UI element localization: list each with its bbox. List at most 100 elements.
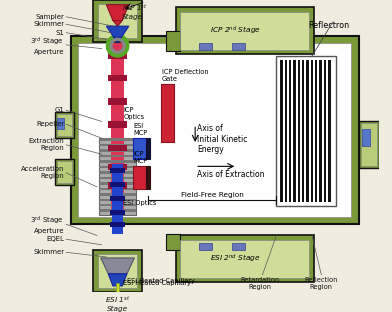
Bar (199, 243, 212, 251)
Bar (108, 121, 127, 128)
Bar (99, 144, 136, 146)
Text: ESI 2$^{nd}$ Stage: ESI 2$^{nd}$ Stage (210, 253, 261, 265)
Polygon shape (113, 21, 122, 26)
Bar (111, 43, 124, 213)
Text: Acceleration
Region: Acceleration Region (21, 166, 64, 179)
Bar (99, 193, 136, 196)
Bar (55, 112, 74, 138)
Bar (99, 209, 136, 212)
Bar (99, 160, 136, 163)
Text: S1: S1 (55, 30, 64, 36)
Polygon shape (101, 258, 134, 274)
Bar (57, 118, 64, 129)
Bar (110, 222, 125, 227)
Text: ESI 1$^{st}$
Stage: ESI 1$^{st}$ Stage (105, 294, 130, 312)
Bar (166, 234, 180, 251)
Bar (180, 12, 309, 50)
Text: Extraction
Region: Extraction Region (29, 138, 64, 151)
Text: Reflection
Region: Reflection Region (305, 277, 338, 290)
Polygon shape (106, 26, 129, 37)
Bar (328, 60, 330, 202)
Bar (99, 149, 136, 152)
Bar (57, 161, 72, 183)
Text: 3$^{rd}$ Stage
Aperture: 3$^{rd}$ Stage Aperture (31, 35, 64, 55)
Bar (110, 210, 125, 215)
Bar (145, 166, 150, 189)
Bar (99, 204, 136, 207)
Bar (176, 236, 314, 282)
Bar (110, 182, 125, 187)
Bar (110, 168, 125, 173)
Text: Reflectron: Reflectron (308, 21, 349, 30)
Text: Axis of Extraction: Axis of Extraction (197, 170, 265, 179)
Text: ESI Heated Capillary: ESI Heated Capillary (123, 280, 191, 286)
Bar (319, 60, 322, 202)
Bar (298, 60, 300, 202)
Text: G1: G1 (54, 107, 64, 113)
Text: Skimmer: Skimmer (33, 21, 64, 27)
Text: ICP 1$^{st}$
Stage: ICP 1$^{st}$ Stage (122, 2, 148, 20)
Text: 3$^{rd}$ Stage
Aperture: 3$^{rd}$ Stage Aperture (31, 215, 64, 234)
Bar (99, 171, 136, 173)
Bar (324, 60, 326, 202)
Bar (363, 129, 370, 146)
Bar (112, 163, 123, 234)
Bar (232, 243, 245, 251)
Bar (361, 123, 377, 166)
Bar (108, 182, 127, 189)
Bar (71, 36, 359, 224)
Text: Repeller: Repeller (36, 121, 64, 127)
Text: ICP
Optics: ICP Optics (123, 107, 144, 120)
Bar (276, 56, 336, 206)
Bar (116, 283, 120, 292)
Bar (108, 75, 127, 81)
Bar (99, 198, 136, 201)
Bar (132, 138, 145, 159)
Bar (98, 4, 137, 38)
Text: Retardation
Region: Retardation Region (240, 277, 279, 290)
Bar (232, 43, 245, 51)
Polygon shape (108, 274, 127, 286)
Bar (93, 0, 142, 42)
Text: Skimmer: Skimmer (33, 249, 64, 255)
Bar (315, 60, 318, 202)
Bar (108, 52, 127, 59)
Bar (99, 182, 136, 185)
Text: ESI Heated Capillary: ESI Heated Capillary (127, 278, 195, 284)
Bar (176, 7, 314, 54)
Bar (99, 138, 136, 141)
Bar (93, 251, 142, 291)
Text: ICP 2$^{nd}$ Stage: ICP 2$^{nd}$ Stage (210, 25, 261, 37)
Text: Field-Free Region: Field-Free Region (181, 192, 243, 198)
Bar (99, 155, 136, 157)
Bar (99, 177, 136, 179)
Bar (78, 43, 351, 217)
Bar (110, 196, 125, 201)
Bar (98, 254, 137, 288)
Bar (359, 121, 379, 168)
Bar (99, 188, 136, 190)
Bar (99, 138, 136, 215)
Bar (289, 60, 291, 202)
Bar (199, 43, 212, 51)
Bar (302, 60, 305, 202)
Bar (307, 60, 309, 202)
Bar (285, 60, 287, 202)
Bar (55, 159, 74, 185)
Bar (311, 60, 313, 202)
Bar (57, 114, 72, 136)
Bar (161, 84, 174, 142)
Polygon shape (114, 37, 122, 43)
Bar (166, 31, 180, 51)
Bar (108, 145, 127, 151)
Bar (132, 166, 145, 189)
Bar (108, 98, 127, 105)
Text: ICP
MCP: ICP MCP (133, 151, 148, 164)
Bar (108, 163, 127, 170)
Bar (145, 138, 150, 159)
Text: EQEL: EQEL (46, 236, 64, 242)
Text: ICP Deflection
Gate: ICP Deflection Gate (162, 69, 208, 82)
Bar (293, 60, 296, 202)
Text: Sampler: Sampler (35, 14, 64, 20)
Bar (280, 60, 283, 202)
